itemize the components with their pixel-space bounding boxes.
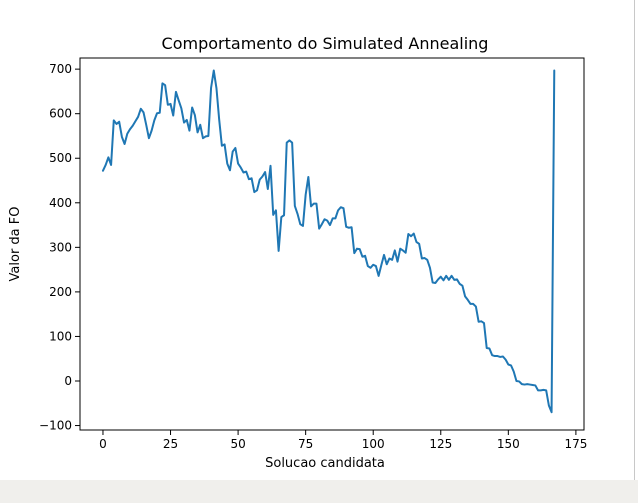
x-tick-label: 0 xyxy=(99,437,107,451)
y-tick-label: 500 xyxy=(49,151,72,165)
x-tick-label: 100 xyxy=(362,437,385,451)
window-statusbar xyxy=(0,480,638,503)
x-tick-label: 75 xyxy=(298,437,313,451)
y-tick-label: 700 xyxy=(49,62,72,76)
x-axis-label: Solucao candidata xyxy=(265,456,385,471)
x-tick-label: 125 xyxy=(429,437,452,451)
window-edge xyxy=(634,0,635,480)
y-tick-label: 200 xyxy=(49,285,72,299)
y-tick-label: 400 xyxy=(49,196,72,210)
series-line xyxy=(103,70,554,412)
x-tick-label: 50 xyxy=(230,437,245,451)
line-chart: Comportamento do Simulated Annealing 0 25… xyxy=(0,0,638,480)
y-tick-label: 300 xyxy=(49,240,72,254)
x-tick-label: 150 xyxy=(497,437,520,451)
x-tick-label: 25 xyxy=(163,437,178,451)
figure-canvas: Comportamento do Simulated Annealing 0 25… xyxy=(0,0,638,480)
y-axis-label: Valor da FO xyxy=(8,207,23,282)
chart-title: Comportamento do Simulated Annealing xyxy=(162,34,489,53)
x-tick-label: 175 xyxy=(564,437,587,451)
y-tick-label: 600 xyxy=(49,107,72,121)
plot-frame xyxy=(80,58,584,430)
y-tick-label: 0 xyxy=(64,374,72,388)
y-tick-label: −100 xyxy=(39,419,72,433)
y-tick-label: 100 xyxy=(49,329,72,343)
